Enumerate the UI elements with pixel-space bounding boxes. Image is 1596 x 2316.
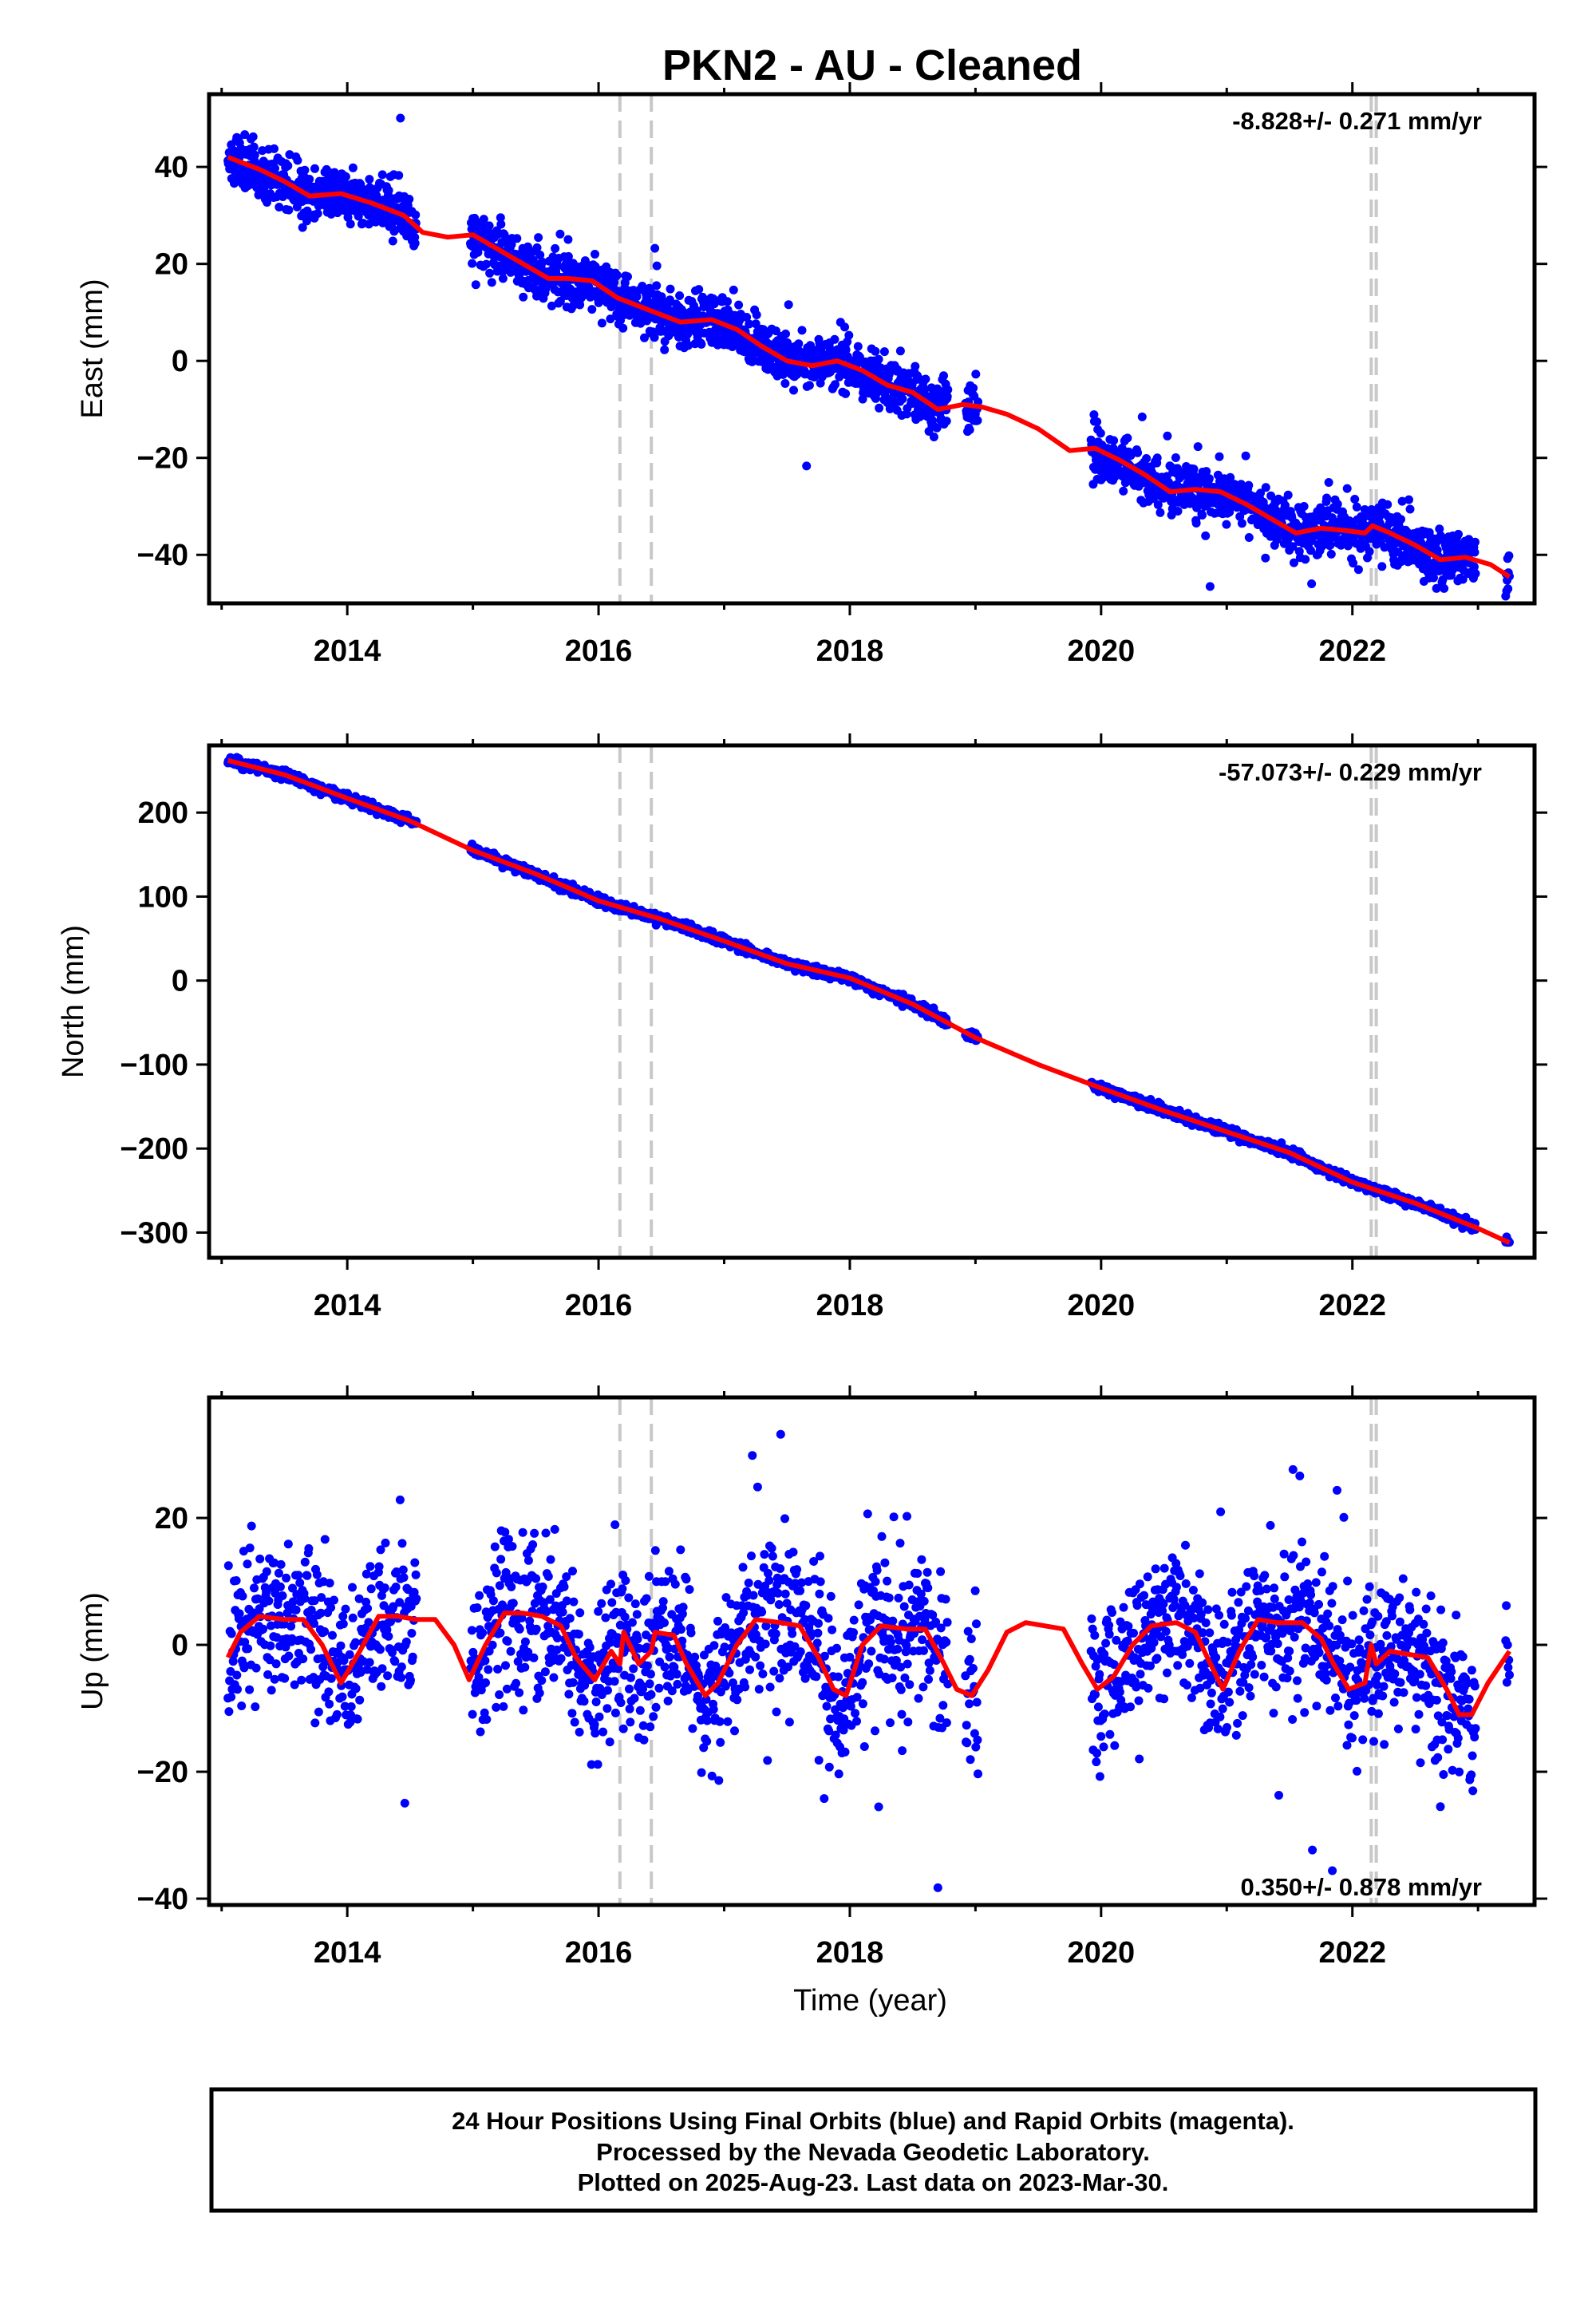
y-tick-label: −300 (120, 1216, 188, 1250)
y-tick-label: −100 (120, 1049, 188, 1082)
x-tick-label: 2016 (565, 1936, 633, 1970)
x-tick-label: 2020 (1068, 1936, 1136, 1970)
y-tick-label: 200 (138, 796, 188, 830)
footer-line-2: Processed by the Nevada Geodetic Laborat… (596, 2138, 1150, 2166)
x-tick-label: 2018 (816, 1289, 884, 1322)
y-tick-label: 20 (155, 248, 188, 282)
panel-frame-up (207, 1395, 1537, 1907)
x-tick-label: 2014 (314, 1289, 381, 1322)
footer-line-1: 24 Hour Positions Using Final Orbits (bl… (452, 2107, 1294, 2135)
x-tick-label: 2014 (314, 634, 381, 668)
rate-annotation-east: -8.828+/- 0.271 mm/yr (1232, 107, 1482, 135)
y-tick-label: −20 (137, 442, 188, 476)
model-curve-east (227, 155, 1511, 579)
y-tick-label: 0 (172, 345, 188, 378)
x-tick-label: 2018 (816, 634, 884, 668)
x-tick-label: 2016 (565, 634, 633, 668)
x-tick-label: 2022 (1318, 634, 1386, 668)
plot-area-east (223, 94, 1515, 603)
panel-up: 2014 2016 2018 2020 2022 20 0 −20 −40 Up (mm) Time… (76, 1385, 1547, 2018)
footer-line-3: Plotted on 2025-Aug-23. Last data on 202… (578, 2168, 1169, 2196)
y-tick-label: −40 (137, 539, 188, 572)
panel-frame-north (207, 743, 1537, 1260)
y-tick-label: −200 (120, 1132, 188, 1166)
x-tick-label: 2018 (816, 1936, 884, 1970)
panel-frame-east (207, 92, 1537, 606)
y-tick-label: −40 (137, 1883, 188, 1916)
rate-annotation-up: 0.350+/- 0.878 mm/yr (1241, 1873, 1482, 1901)
y-tick-label: 0 (172, 1629, 188, 1662)
y-tick-label: 0 (172, 965, 188, 998)
y-axis-label-up: Up (mm) (76, 1592, 109, 1710)
rate-annotation-north: -57.073+/- 0.229 mm/yr (1219, 758, 1482, 786)
plot-area-up (223, 1397, 1515, 1905)
x-tick-label: 2022 (1318, 1289, 1386, 1322)
y-tick-label: 40 (155, 151, 188, 184)
figure-title: PKN2 - AU - Cleaned (662, 41, 1082, 89)
y-tick-label: 20 (155, 1502, 188, 1535)
x-tick-label: 2020 (1068, 1289, 1136, 1322)
panel-north: 2014 2016 2018 2020 2022 200 100 0 −100 −200 −300 N… (57, 733, 1547, 1322)
y-tick-label: 100 (138, 880, 188, 914)
model-curve-north (227, 757, 1511, 1245)
footer-box (209, 2087, 1538, 2213)
x-tick-label: 2016 (565, 1289, 633, 1322)
y-tick-label: −20 (137, 1756, 188, 1789)
y-axis-label-north: North (mm) (57, 925, 90, 1078)
data-points-east (223, 113, 1515, 601)
x-tick-label: 2022 (1318, 1936, 1386, 1970)
model-curve-up (225, 1611, 1511, 1717)
y-axis-label-east: East (mm) (76, 279, 109, 418)
panel-east: 2014 2016 2018 2020 2022 40 20 0 −20 −40 East (mm)… (76, 82, 1547, 668)
plot-area-north (223, 745, 1515, 1258)
x-tick-label: 2020 (1068, 634, 1136, 668)
x-axis-label: Time (year) (793, 1984, 947, 2018)
x-tick-label: 2014 (314, 1936, 381, 1970)
